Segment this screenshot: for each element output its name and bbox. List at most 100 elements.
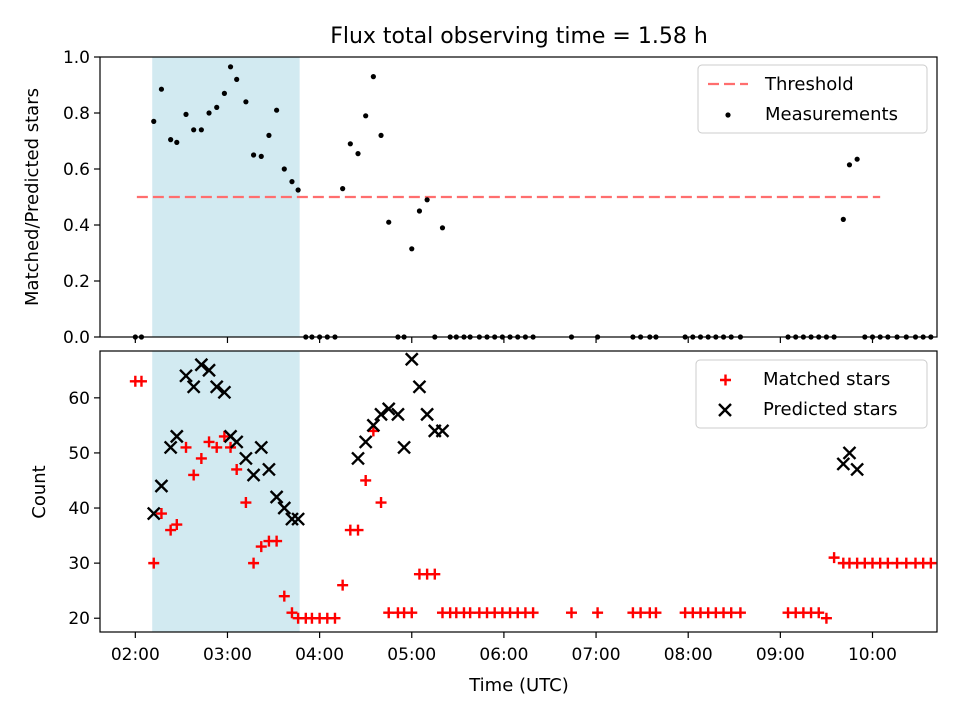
predicted-star-point bbox=[229, 435, 244, 449]
predicted-star-point bbox=[277, 501, 292, 515]
legend-threshold-label: Threshold bbox=[764, 74, 854, 95]
predicted-star-point bbox=[397, 440, 411, 455]
predicted-star-point bbox=[366, 418, 381, 433]
measurement-point bbox=[439, 225, 446, 231]
bottom-x-axis: 02:00 03:00 04:00 05:00 06:00 07:00 08:00 09:00… bbox=[111, 632, 897, 665]
predicted-star-point bbox=[194, 357, 209, 372]
top-y-tick-label: 0.8 bbox=[63, 104, 90, 124]
legend-measurements-label: Measurements bbox=[765, 104, 898, 125]
legend-predicted-swatch bbox=[718, 403, 732, 417]
top-y-tick-label: 0.4 bbox=[63, 216, 90, 236]
top-y-tick-label: 0.6 bbox=[63, 160, 90, 180]
matched-star-point bbox=[429, 568, 441, 580]
matched-star-point bbox=[635, 607, 647, 619]
bottom-plot-frame bbox=[99, 350, 938, 633]
x-tick-label: 08:00 bbox=[664, 645, 713, 665]
measurement-point bbox=[266, 132, 272, 138]
matched-star-point bbox=[891, 557, 903, 569]
matched-star-point bbox=[271, 535, 283, 547]
measurement-point bbox=[221, 90, 227, 96]
top-y-axis: 0.0 0.2 0.4 0.6 0.8 1.0 bbox=[63, 48, 100, 348]
measurement-point bbox=[250, 152, 257, 158]
predicted-star-point bbox=[836, 457, 851, 471]
matched-star-point bbox=[203, 436, 215, 448]
matched-star-point bbox=[286, 607, 298, 619]
x-tick-label: 07:00 bbox=[572, 645, 621, 665]
matched-star-point bbox=[725, 607, 737, 619]
measurement-point bbox=[243, 99, 249, 105]
x-tick-label: 09:00 bbox=[756, 645, 805, 665]
predicted-star-point bbox=[254, 440, 269, 455]
measurement-point bbox=[347, 141, 353, 147]
predicted-star-point bbox=[291, 512, 305, 526]
bottom-legend-box bbox=[695, 359, 928, 429]
matched-star-point bbox=[329, 612, 341, 624]
measurement-point bbox=[363, 113, 369, 119]
bottom-y-axis: 20 30 40 50 60 bbox=[68, 389, 100, 629]
predicted-star-point bbox=[202, 363, 216, 378]
legend-matched-swatch bbox=[720, 374, 731, 386]
measurement-point bbox=[168, 137, 174, 143]
predicted-star-point bbox=[285, 512, 299, 526]
matched-star-point bbox=[383, 607, 395, 619]
predicted-star-point bbox=[412, 379, 427, 394]
matched-star-point bbox=[180, 441, 192, 453]
matched-star-point bbox=[592, 607, 604, 619]
measurement-point bbox=[840, 216, 846, 222]
matched-star-point bbox=[360, 474, 372, 486]
measurement-point bbox=[386, 219, 392, 225]
matched-star-point bbox=[565, 607, 577, 619]
x-axis-label: Time (UTC) bbox=[468, 675, 569, 696]
bottom-y-tick-label: 50 bbox=[68, 444, 90, 464]
matched-star-point bbox=[820, 612, 832, 624]
matched-star-point bbox=[882, 557, 894, 569]
matched-star-point bbox=[255, 541, 267, 553]
top-y-axis-label: Matched/Predicted stars bbox=[22, 88, 43, 306]
predicted-star-point bbox=[381, 402, 396, 416]
matched-star-point bbox=[155, 508, 167, 520]
measurement-point bbox=[198, 127, 204, 133]
matched-stars-series bbox=[129, 375, 937, 624]
measurement-point bbox=[158, 86, 165, 92]
predicted-star-point bbox=[269, 490, 284, 504]
bottom-highlight-span bbox=[152, 351, 300, 632]
predicted-star-point bbox=[435, 424, 450, 438]
matched-star-point bbox=[464, 607, 476, 619]
measurement-point bbox=[214, 104, 220, 110]
measurement-point bbox=[227, 64, 234, 70]
measurement-point bbox=[174, 139, 180, 145]
top-legend: Threshold Measurements bbox=[697, 64, 928, 134]
matched-star-point bbox=[135, 375, 147, 387]
predicted-stars-series bbox=[146, 352, 864, 526]
predicted-star-point bbox=[842, 446, 857, 460]
matched-star-point bbox=[527, 607, 539, 619]
bottom-y-tick-label: 20 bbox=[68, 609, 90, 629]
legend-predicted-label: Predicted stars bbox=[763, 399, 897, 420]
measurement-point bbox=[183, 111, 189, 117]
bottom-panel: 20 30 40 50 60 02:00 03:00 04:00 05:00 06:00 07:0… bbox=[29, 350, 938, 696]
top-legend-box bbox=[697, 64, 928, 134]
top-panel: 0.0 0.2 0.4 0.6 0.8 1.0 Matched/Predicted sta… bbox=[22, 48, 938, 348]
measurement-point bbox=[378, 132, 384, 138]
matched-star-point bbox=[650, 607, 662, 619]
matched-star-point bbox=[248, 557, 260, 569]
matched-star-point bbox=[171, 519, 183, 531]
measurement-point bbox=[191, 127, 197, 133]
predicted-star-point bbox=[209, 379, 224, 394]
matched-star-point bbox=[165, 524, 177, 536]
measurement-point bbox=[274, 107, 280, 113]
bottom-y-tick-label: 60 bbox=[68, 389, 90, 409]
matched-star-point bbox=[375, 497, 387, 509]
bottom-y-tick-label: 40 bbox=[68, 499, 90, 519]
predicted-star-point bbox=[246, 468, 261, 482]
predicted-star-point bbox=[179, 368, 193, 383]
measurement-point bbox=[234, 76, 240, 82]
measurement-point bbox=[340, 186, 346, 192]
measurement-point bbox=[416, 208, 423, 214]
matched-star-point bbox=[406, 607, 418, 619]
matched-star-point bbox=[188, 469, 200, 481]
predicted-star-point bbox=[239, 451, 253, 466]
legend-matched-label: Matched stars bbox=[763, 369, 890, 390]
measurement-point bbox=[258, 153, 264, 159]
